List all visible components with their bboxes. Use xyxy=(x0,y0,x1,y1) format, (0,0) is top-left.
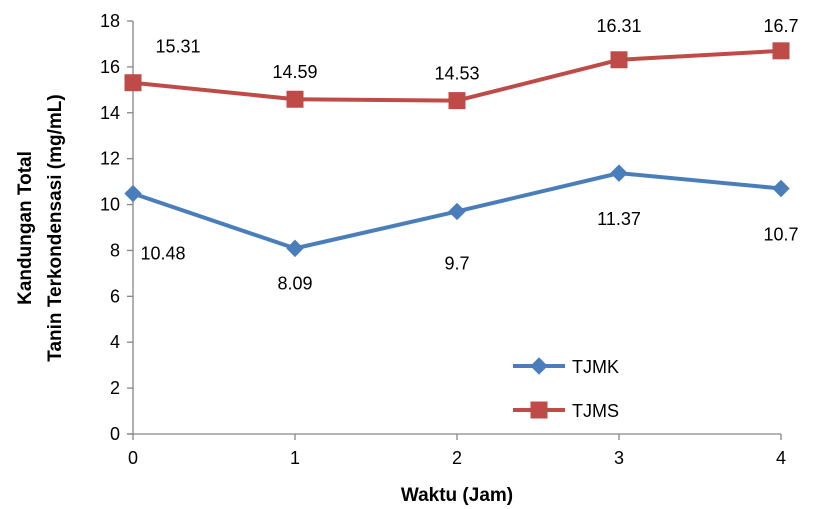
legend-item-tjms: TJMS xyxy=(513,401,619,421)
series-tjms xyxy=(124,42,790,110)
y-tick-label: 6 xyxy=(110,286,120,306)
y-tick-label: 10 xyxy=(100,195,120,215)
point-tjmk xyxy=(124,184,142,203)
point-tjmk xyxy=(448,202,466,221)
y-axis-title-line-2: Tanin Terkondensasi (mg/mL) xyxy=(45,94,66,361)
x-tick-label: 2 xyxy=(452,448,462,468)
data-label-tjms: 14.53 xyxy=(434,64,479,84)
data-label-tjms: 14.59 xyxy=(272,62,317,82)
legend-marker-tjms xyxy=(530,401,548,419)
data-label-tjmk: 10.7 xyxy=(763,224,798,244)
y-tick-label: 0 xyxy=(110,424,120,444)
legend-label-tjms: TJMS xyxy=(572,401,619,421)
y-tick-label: 18 xyxy=(100,11,120,31)
series-layer xyxy=(124,42,790,258)
data-labels: 10.48 8.09 9.7 11.37 10.7 15.31 14.59 14.53 16.3… xyxy=(140,16,798,294)
legend: TJMK TJMS xyxy=(513,357,619,421)
point-tjmk xyxy=(610,164,628,182)
data-label-tjmk: 11.37 xyxy=(597,209,641,229)
legend-item-tjmk: TJMK xyxy=(513,357,619,377)
point-tjms xyxy=(286,90,304,108)
x-tick-label: 0 xyxy=(128,448,138,468)
y-tick-label: 14 xyxy=(100,103,120,123)
x-tick-label: 4 xyxy=(776,448,786,468)
data-label-tjms: 15.31 xyxy=(155,37,200,57)
y-tick-label: 16 xyxy=(100,57,120,77)
y-tick-label: 4 xyxy=(110,332,120,352)
data-label-tjms: 16.7 xyxy=(763,16,798,36)
x-tick-label: 3 xyxy=(614,448,624,468)
data-label-tjms: 16.31 xyxy=(596,16,641,36)
point-tjms xyxy=(772,42,790,60)
legend-label-tjmk: TJMK xyxy=(572,357,619,377)
x-axis-title: Waktu (Jam) xyxy=(401,485,513,506)
legend-marker-tjmk xyxy=(530,357,548,375)
data-label-tjmk: 9.7 xyxy=(444,253,469,273)
y-tick-label: 12 xyxy=(100,149,120,169)
point-tjms xyxy=(610,51,628,69)
x-tick-label: 1 xyxy=(290,448,300,468)
data-label-tjmk: 10.48 xyxy=(140,244,185,264)
y-tick-label: 2 xyxy=(110,378,120,398)
point-tjms xyxy=(448,92,466,110)
series-tjmk xyxy=(124,164,790,258)
point-tjms xyxy=(124,74,142,92)
y-tick-label: 8 xyxy=(110,240,120,260)
y-axis-title-line-1: Kandungan Total xyxy=(15,151,36,305)
data-label-tjmk: 8.09 xyxy=(277,273,312,293)
y-axis-title: Kandungan Total Tanin Terkondensasi (mg/… xyxy=(15,94,66,361)
point-tjmk xyxy=(772,179,790,198)
point-tjmk xyxy=(286,239,304,258)
